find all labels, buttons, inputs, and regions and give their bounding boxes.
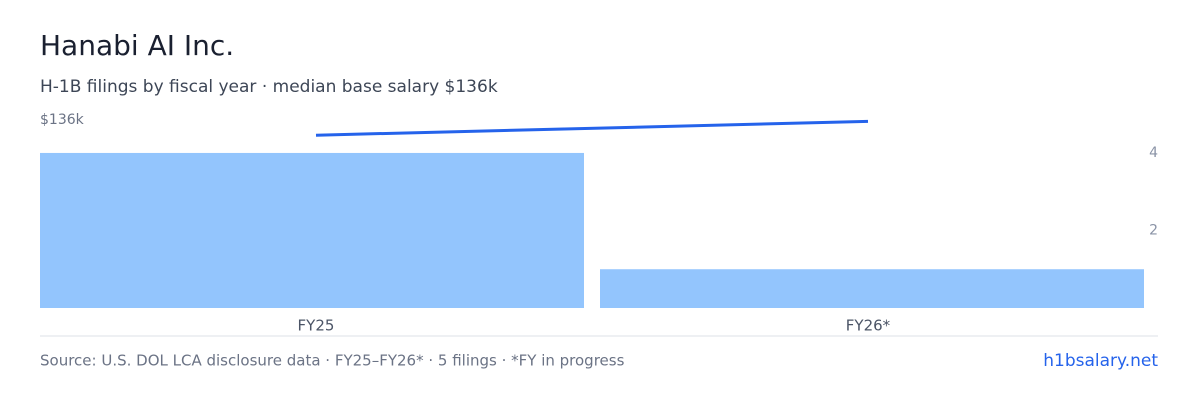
x-tick-label: FY25 <box>298 317 335 335</box>
chart-title: Hanabi AI Inc. <box>40 29 234 62</box>
y2-tick-label: $136k <box>40 112 85 128</box>
bar <box>600 269 1144 308</box>
brand-link[interactable]: h1bsalary.net <box>1043 351 1158 371</box>
source-note: Source: U.S. DOL LCA disclosure data · F… <box>40 352 625 370</box>
y-tick-label: 2 <box>1149 222 1158 238</box>
y-tick-label: 4 <box>1149 145 1158 161</box>
x-tick-label: FY26* <box>846 317 891 335</box>
salary-line <box>315 119 869 137</box>
chart-subtitle: H-1B filings by fiscal year · median bas… <box>40 77 498 97</box>
bar <box>40 152 584 308</box>
